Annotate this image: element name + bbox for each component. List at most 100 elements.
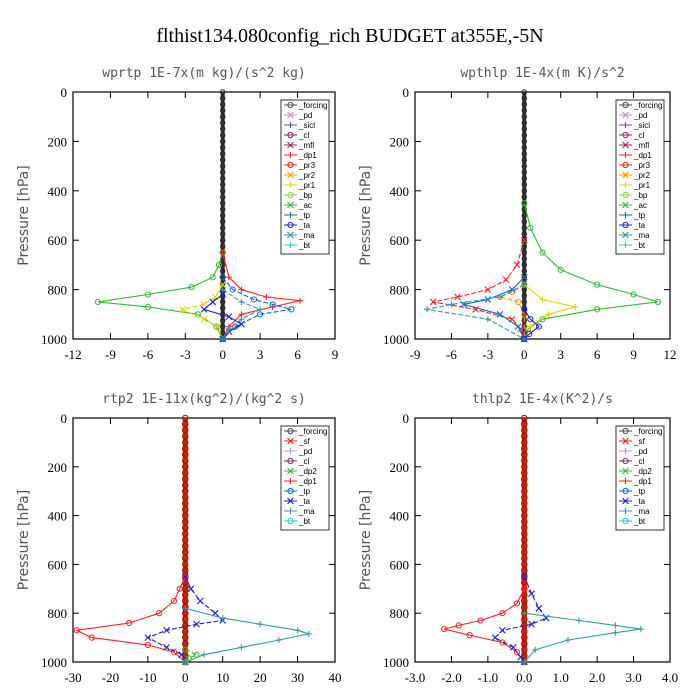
data-point-_ma [521, 281, 528, 288]
data-point-_dp1 [144, 641, 151, 649]
x-tick-label: 4.0 [662, 670, 678, 685]
data-point-_pr1 [539, 296, 546, 303]
y-axis-label: Pressure [hPa] [358, 165, 374, 265]
data-point-_dp1 [455, 622, 462, 629]
data-point-_ta [527, 316, 534, 323]
data-point-_ta [535, 323, 542, 330]
legend-entry: _ma [633, 231, 650, 240]
data-point-_dp1 [170, 649, 178, 656]
legend-entry: _ta [633, 221, 646, 230]
legend-marker [622, 171, 629, 179]
zero-marker [520, 524, 528, 532]
y-axis-label: Pressure [hPa] [358, 490, 374, 590]
legend-entry: _pr3 [298, 161, 316, 170]
data-point-_ta [509, 643, 517, 651]
zero-marker [521, 243, 527, 250]
legend-marker [287, 448, 294, 454]
chart-panel-1: wprtp 1E-7x(m kg)/(s^2 kg) Pressure [hPa]… [16, 66, 338, 362]
legend-box [280, 425, 330, 531]
zero-marker [521, 262, 527, 268]
legend-marker [287, 497, 294, 505]
legend-entry: _cl [633, 131, 644, 140]
data-point-_ma [521, 336, 528, 342]
x-tick-label: 6 [294, 347, 301, 362]
zero-marker [220, 194, 226, 200]
chart-panel-3: rtp2 1E-11x(kg^2)/(kg^2 s) Pressure [hPa]… [16, 392, 342, 685]
legend-marker [622, 191, 629, 199]
zero-marker [520, 603, 528, 611]
data-point-_ac [594, 306, 601, 313]
legend-entry: _bp [633, 191, 648, 200]
x-tick-label: 10 [216, 670, 229, 685]
series-line-_dp1 [74, 576, 186, 663]
legend-marker [622, 448, 629, 454]
zero-marker [220, 126, 226, 132]
legend-entry: _mfl [298, 141, 314, 150]
legend-marker [287, 242, 294, 248]
legend-entry: _cl [298, 131, 309, 140]
zero-marker [220, 200, 226, 206]
zero-marker [220, 237, 226, 243]
data-point-_ac [213, 323, 220, 330]
x-tick-label: 9 [630, 347, 637, 362]
data-point-_ma [182, 605, 189, 612]
data-point-_ma [238, 298, 245, 305]
legend-entry: _tp [298, 487, 311, 496]
data-point-_ma [182, 659, 189, 665]
series-line-_ma [426, 284, 525, 340]
data-point-_dp1 [454, 293, 461, 301]
data-point-_ma [424, 306, 431, 313]
zero-marker [521, 299, 527, 305]
legend-entry: _ma [298, 507, 315, 516]
zero-marker [181, 524, 189, 532]
legend-marker [287, 478, 294, 484]
data-point-_ta [520, 573, 528, 580]
data-point-_dp1 [513, 261, 521, 269]
zero-marker [521, 107, 527, 114]
chart-panel-2: wpthlp 1E-4x(m K)/s^2 Pressure [hPa] -9 -6 -… [358, 66, 677, 362]
data-point-_ac [144, 291, 151, 298]
data-point-_ta [200, 305, 208, 313]
x-tick-label: -3 [482, 347, 493, 362]
data-point-_ac [654, 298, 661, 306]
legend-entry: _ta [298, 497, 311, 506]
legend-marker [287, 467, 294, 475]
legend-entry: _pr3 [633, 161, 651, 170]
legend-box [615, 425, 665, 531]
data-point-_ac [527, 224, 534, 231]
data-point-_pr1 [179, 305, 187, 313]
x-tick-label: 12 [664, 347, 677, 362]
legend-entry: _dp2 [633, 467, 652, 476]
data-point-_pr1 [527, 323, 534, 330]
data-point-_ma [238, 644, 245, 651]
zero-marker [521, 114, 527, 120]
legend-marker [622, 457, 629, 465]
legend-marker [287, 508, 294, 514]
zero-marker [220, 132, 226, 138]
data-point-_ac [539, 316, 546, 323]
zero-marker [521, 101, 527, 108]
data-point-_ac [182, 646, 189, 653]
series-line-_pr1 [181, 284, 224, 340]
legend-entry: _pr2 [298, 171, 316, 180]
data-point-_ta [526, 330, 533, 338]
data-point-_ta [517, 653, 525, 661]
data-point-_ma [305, 630, 312, 637]
data-point-_dp1 [477, 617, 484, 624]
y-tick-label: 800 [390, 283, 410, 298]
y-tick-label: 800 [48, 606, 68, 621]
x-tick-label: -6 [446, 347, 457, 362]
legend-entry: _tp [298, 211, 311, 220]
data-point-_ac [182, 658, 189, 666]
data-point-_ma [257, 306, 264, 313]
legend-marker [287, 122, 294, 128]
x-tick-label: 9 [332, 347, 339, 362]
legend-entry: _dp1 [298, 151, 317, 160]
series-line-_dp1 [443, 588, 525, 663]
zero-marker [220, 225, 226, 231]
zero-marker [220, 120, 226, 126]
plot-frame [414, 417, 671, 663]
data-point-_dp1 [73, 627, 80, 634]
panel-title: rtp2 1E-11x(kg^2)/(kg^2 s) [102, 392, 306, 407]
